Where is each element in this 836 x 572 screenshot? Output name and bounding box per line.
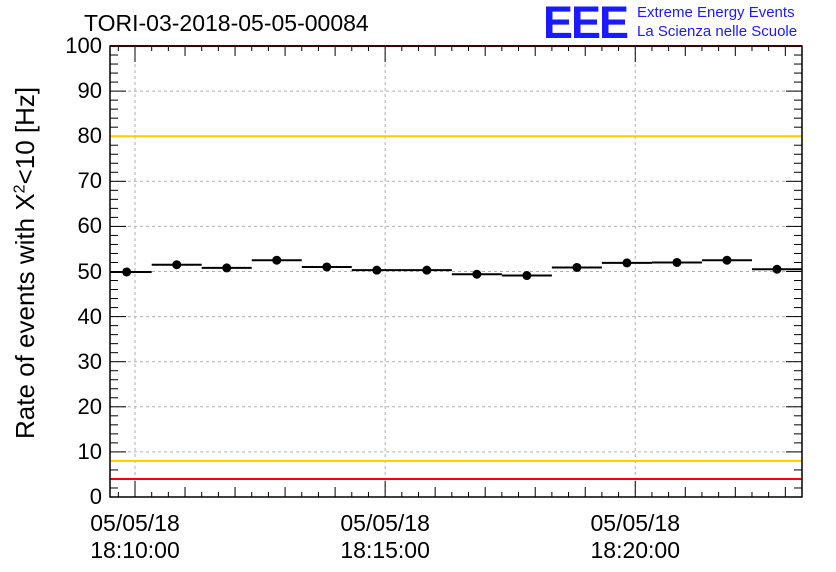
data-point <box>222 263 232 273</box>
y-tick-label: 100 <box>65 33 102 58</box>
data-point <box>472 269 482 279</box>
data-point <box>772 264 782 274</box>
x-tick-time: 18:20:00 <box>590 537 681 563</box>
data-point <box>522 271 532 281</box>
data-point <box>372 265 382 275</box>
eee-logo-text: Extreme Energy Events La Scienza nelle S… <box>637 3 797 41</box>
y-tick-label: 90 <box>77 78 102 104</box>
data-point <box>122 267 132 277</box>
chart-title: TORI-03-2018-05-05-00084 <box>84 10 369 36</box>
x-tick-time: 18:15:00 <box>340 537 430 563</box>
y-tick-label: 80 <box>77 123 102 149</box>
x-tick-label: 05/05/18 18:15:00 <box>320 510 450 564</box>
data-point <box>572 262 582 272</box>
data-point <box>422 265 432 275</box>
y-tick-label: 40 <box>77 303 102 329</box>
y-tick-label: 30 <box>77 348 102 374</box>
x-tick-label: 05/05/18 18:10:00 <box>70 510 200 564</box>
x-tick-date: 05/05/18 <box>590 510 681 536</box>
logo-line-1: Extreme Energy Events <box>637 4 795 21</box>
data-point <box>172 260 182 270</box>
x-tick-date: 05/05/18 <box>340 510 430 536</box>
data-point <box>272 255 282 265</box>
y-tick-label: 60 <box>77 213 102 239</box>
y-tick-label: 50 <box>77 258 102 284</box>
x-tick-label: 05/05/18 18:20:00 <box>570 510 700 564</box>
data-point <box>672 257 682 267</box>
y-tick-label: 70 <box>77 168 102 194</box>
data-point <box>322 262 332 272</box>
data-point <box>722 255 732 265</box>
eee-logo: EEE <box>543 0 629 48</box>
y-tick-label: 10 <box>77 438 102 464</box>
logo-line-2: La Scienza nelle Scuole <box>637 23 798 40</box>
data-point <box>622 258 632 268</box>
y-tick-label: 0 <box>89 484 102 509</box>
x-tick-date: 05/05/18 <box>90 510 180 536</box>
y-tick-label: 20 <box>77 393 102 419</box>
x-tick-time: 18:10:00 <box>90 537 180 563</box>
